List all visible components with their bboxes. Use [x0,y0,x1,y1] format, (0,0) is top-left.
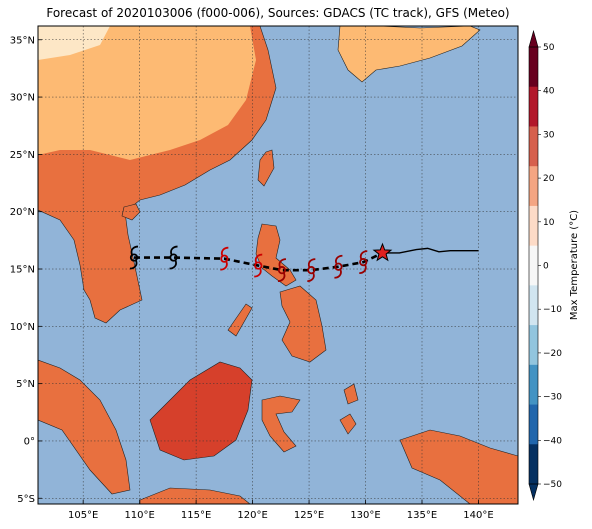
cyclone-symbol-icon [169,245,178,270]
land-borneo [149,361,253,461]
lat-tick-label: 20°N [10,207,35,218]
colorbar-tick-label: −40 [543,436,562,446]
cyclone-symbol-icon [307,258,316,283]
colorbar-tick-label: 30 [543,130,555,140]
graticule [38,26,518,504]
land-palawan [227,303,253,337]
land-sulawesi [261,395,301,453]
lat-tick-label: 5°N [16,379,35,390]
colorbar-tick-label: 40 [543,87,555,97]
colorbar-segment [529,166,538,207]
colorbar-tick-label: 0 [543,262,549,272]
cyclone-symbol-icon [334,254,343,279]
lon-tick-label: 120°E [237,510,267,521]
colorbar: 50 40 30 20 10 0 −10 −20 −30 −40 −50 [528,29,562,502]
lon-tick-label: 125°E [294,510,324,521]
colorbar-extend-top [528,29,539,48]
lat-tick-label: 35°N [10,35,35,46]
colorbar-segment [529,325,538,366]
colorbar-tick-label: 10 [543,218,555,228]
colorbar-tick-label: −20 [543,349,562,359]
colorbar-segment [529,404,538,445]
lat-tick-label: 0° [24,436,35,447]
cyclone-track [129,242,479,283]
colorbar-segment [529,364,538,405]
lon-tick-label: 110°E [124,510,154,521]
lon-tick-label: 115°E [181,510,211,521]
map-title: Forecast of 2020103006 (f000-006), Sourc… [46,6,510,20]
lon-tick-label: 130°E [350,510,380,521]
colorbar-tick-label: 20 [543,174,555,184]
land-java [139,487,251,504]
lat-tick-label: 30°N [10,93,35,104]
land-maluku [339,413,357,435]
cyclone-symbol-icon [129,245,139,270]
cyclone-symbol-icon [359,250,368,275]
colorbar-segment [529,205,538,247]
lat-tick-label: 10°N [10,322,35,333]
current-position-star-icon [372,242,393,262]
land-hainan [121,203,141,221]
longitude-axis: 105°E 110°E 115°E 120°E 125°E 130°E 135°E 140°E [68,500,494,521]
colorbar-tick-label: 50 [543,43,555,53]
land-taiwan [257,149,275,187]
cyclone-symbol-icon [277,258,287,283]
land-cooler-north [38,26,256,160]
past-track-line [382,247,479,254]
colorbar-segment [529,86,538,127]
cyclone-symbol-icon [220,246,229,271]
landmasses [38,26,518,504]
colorbar-segment [529,126,538,167]
lon-tick-label: 105°E [68,510,98,521]
colorbar-tick-label: −30 [543,393,562,403]
colorbar-segment [529,285,538,326]
colorbar-segment [529,245,538,286]
colorbar-tick-label: −10 [543,305,562,315]
colorbar-label: Max Temperature (°C) [569,210,580,320]
lat-tick-label: 5°S [17,494,35,505]
land-visayas-mindanao [279,285,327,363]
lon-tick-label: 135°E [407,510,437,521]
map-frame [37,25,519,505]
lat-tick-label: 25°N [10,150,35,161]
land-halmahera [343,383,359,405]
cyclone-symbol-icon [254,253,263,278]
land-sumatra [38,359,131,495]
land-coolest-north [38,26,110,60]
colorbar-tick-label: −50 [543,480,562,490]
land-new-guinea [399,429,518,504]
forecast-track-line [134,251,384,272]
lat-tick-label: 15°N [10,265,35,276]
colorbar-segment [529,444,538,485]
colorbar-segment [529,47,538,88]
latitude-axis: 35°N 30°N 25°N 20°N 15°N 10°N 5°N 0° 5°S [10,35,42,505]
lon-tick-label: 140°E [463,510,493,521]
colorbar-extend-bottom [528,483,539,502]
